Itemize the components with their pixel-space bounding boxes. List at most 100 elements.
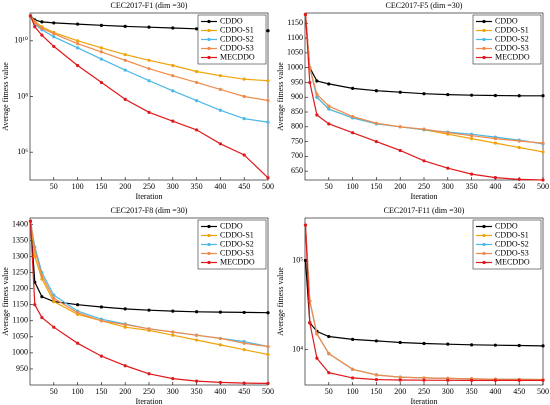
y-tick-label: 1400 — [12, 219, 28, 228]
legend-marker — [482, 28, 486, 33]
series-marker — [398, 125, 402, 129]
series-marker — [218, 142, 222, 146]
x-tick-label: 400 — [214, 182, 226, 191]
series-marker — [195, 338, 199, 342]
series-marker — [351, 114, 355, 119]
series-marker — [99, 305, 103, 309]
y-tick-label: 1150 — [287, 18, 303, 27]
series-marker — [470, 343, 474, 347]
series-marker — [52, 325, 56, 329]
legend-marker — [207, 37, 211, 42]
series-marker — [147, 110, 151, 114]
series-marker — [446, 131, 450, 135]
series-marker — [195, 333, 199, 337]
series-marker — [99, 50, 103, 54]
y-axis-label: Average fitness value — [276, 62, 285, 131]
series-marker — [266, 79, 270, 83]
series-marker — [493, 343, 497, 347]
series-marker — [123, 97, 127, 101]
legend-label: CDDO-S2 — [495, 239, 529, 248]
series-marker — [242, 153, 246, 157]
series-marker — [147, 67, 151, 71]
series-marker — [327, 352, 331, 356]
x-tick-label: 100 — [72, 182, 84, 191]
series-marker — [123, 323, 127, 327]
series-marker — [470, 93, 474, 97]
y-tick-label: 10⁶ — [17, 147, 28, 156]
series-marker — [470, 172, 474, 176]
legend-marker — [207, 260, 211, 265]
series-marker — [315, 79, 319, 83]
series-marker — [99, 319, 103, 323]
series-marker — [76, 341, 80, 345]
x-tick-label: 450 — [238, 182, 250, 191]
series-marker — [147, 25, 151, 29]
series-marker — [422, 341, 426, 346]
y-tick-label: 700 — [291, 151, 303, 160]
chart-title: CEC2017-F11 (dim =30) — [384, 206, 465, 215]
y-tick-label: 1350 — [12, 235, 28, 244]
series-marker — [446, 92, 450, 97]
series-marker — [40, 20, 44, 24]
series-marker — [303, 258, 308, 263]
series-marker — [147, 308, 151, 312]
legend-marker — [482, 251, 486, 256]
series-marker — [351, 337, 355, 342]
series-marker — [422, 376, 426, 380]
series-marker — [351, 367, 355, 371]
series-marker — [422, 159, 426, 163]
series-marker — [374, 339, 378, 343]
series-marker — [493, 141, 497, 145]
legend-label: MECDDO — [495, 257, 530, 266]
series-marker — [541, 150, 545, 154]
legend-label: CDDO-S3 — [495, 248, 529, 257]
series-marker — [266, 311, 270, 315]
x-tick-label: 50 — [325, 387, 333, 396]
x-tick-label: 150 — [370, 182, 382, 191]
series-marker — [171, 333, 175, 337]
legend-marker — [207, 46, 211, 51]
x-tick-label: 50 — [50, 182, 58, 191]
series-marker — [327, 371, 331, 375]
series-marker — [266, 29, 270, 33]
x-tick-label: 300 — [442, 182, 454, 191]
x-tick-label: 250 — [143, 182, 155, 191]
x-tick-label: 500 — [537, 182, 549, 191]
series-marker — [218, 310, 222, 314]
series-marker — [52, 296, 56, 300]
series-marker — [123, 24, 127, 29]
series-marker — [398, 148, 402, 153]
series-marker — [28, 14, 33, 18]
series-marker — [171, 63, 175, 68]
series-marker — [266, 381, 270, 385]
y-tick-label: 1150 — [12, 300, 28, 309]
series-marker — [374, 89, 378, 93]
series-marker — [266, 344, 270, 349]
y-tick-label: 950 — [291, 77, 303, 86]
series-marker — [303, 12, 308, 17]
series-marker — [123, 58, 127, 62]
series-marker — [266, 120, 270, 124]
series-marker — [195, 128, 199, 132]
series-marker — [470, 137, 474, 141]
series-marker — [242, 310, 246, 315]
series-marker — [351, 86, 355, 90]
series-marker — [517, 139, 521, 143]
series-marker — [308, 321, 312, 325]
series-marker — [315, 332, 319, 336]
x-tick-label: 300 — [167, 182, 179, 191]
legend-marker — [207, 55, 211, 60]
legend-label: CDDO-S3 — [495, 43, 529, 52]
y-tick-label: 1050 — [12, 332, 28, 341]
y-tick-label: 950 — [16, 364, 28, 373]
series-marker — [470, 134, 474, 138]
series-marker — [171, 74, 175, 78]
legend-marker — [482, 233, 486, 238]
x-tick-label: 200 — [394, 387, 406, 396]
legend-marker — [482, 224, 486, 229]
legend-marker — [482, 46, 486, 51]
legend-marker — [207, 28, 211, 33]
series-marker — [171, 330, 175, 334]
series-marker — [517, 145, 521, 150]
legend-marker — [207, 233, 211, 238]
